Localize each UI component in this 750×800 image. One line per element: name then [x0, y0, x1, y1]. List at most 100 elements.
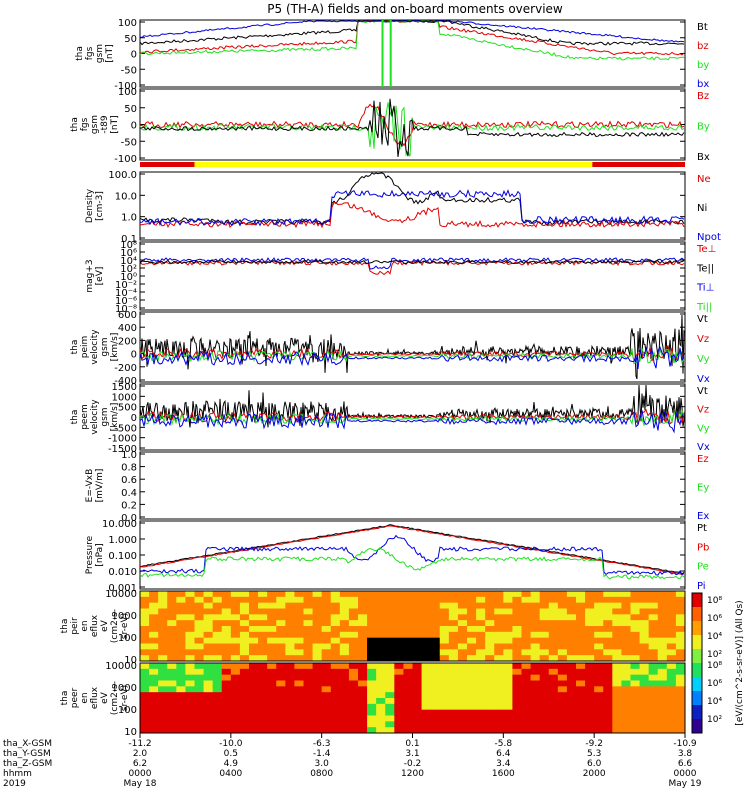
y-axis-label: fgs: [80, 117, 90, 131]
y-axis-label: peir: [70, 617, 80, 635]
heatmap-cell: [158, 614, 168, 621]
heatmap-cell: [230, 727, 241, 734]
heatmap-cell: [421, 637, 432, 644]
colorbar-band: [692, 705, 702, 720]
heatmap-cell: [439, 602, 450, 609]
x-tick-label: 0000: [674, 769, 697, 779]
heatmap-cell: [258, 643, 268, 650]
heatmap-cell: [158, 608, 168, 615]
heatmap-cell: [221, 727, 232, 734]
heatmap-cell: [448, 686, 459, 693]
heatmap-cell: [185, 698, 195, 705]
x-axis-row-label: tha_X-GSM: [3, 739, 52, 749]
heatmap-cell: [167, 631, 177, 639]
heatmap-cell: [557, 643, 568, 650]
heatmap-cell: [358, 674, 368, 681]
heatmap-cell: [485, 698, 495, 705]
heatmap-cell: [258, 649, 268, 656]
heatmap-cell: [476, 608, 486, 615]
heatmap-cell: [494, 674, 504, 681]
heatmap-cell: [367, 727, 377, 734]
heatmap-cell: [221, 703, 232, 711]
heatmap-cell: [158, 680, 168, 687]
heatmap-cell: [294, 602, 304, 609]
heatmap-cell: [258, 620, 268, 627]
y-tick-label: 10000: [105, 661, 137, 672]
heatmap-cell: [403, 698, 413, 705]
heatmap-cell: [430, 620, 441, 627]
heatmap-cell: [285, 727, 295, 734]
heatmap-cell: [376, 709, 386, 716]
heatmap-cell: [512, 698, 522, 705]
x-tick-label: May 18: [124, 779, 157, 789]
heatmap-cell: [467, 709, 477, 716]
heatmap-cell: [594, 637, 604, 644]
heatmap-cell: [421, 698, 432, 705]
heatmap-cell: [321, 663, 332, 670]
heatmap-cell: [512, 602, 522, 609]
heatmap-cell: [376, 721, 386, 728]
heatmap-cell: [394, 674, 404, 681]
heatmap-cell: [657, 686, 668, 693]
heatmap-cell: [276, 709, 286, 716]
heatmap-cell: [457, 649, 468, 656]
heatmap-cell: [457, 727, 468, 734]
heatmap-cell: [267, 686, 277, 693]
heatmap-cell: [394, 614, 404, 621]
heatmap-cell: [258, 668, 268, 676]
heatmap-cell: [149, 674, 159, 681]
heatmap-cell: [140, 591, 150, 598]
heatmap-cell: [539, 637, 550, 644]
heatmap-cell: [430, 680, 441, 687]
heatmap-cell: [675, 596, 686, 604]
heatmap-cell: [348, 649, 359, 656]
heatmap-cell: [639, 631, 650, 639]
y-tick-label: 0.6: [121, 475, 137, 486]
heatmap-cell: [149, 663, 159, 670]
heatmap-cell: [294, 715, 304, 722]
heatmap-cell: [348, 721, 359, 728]
heatmap-cell: [285, 680, 295, 687]
heatmap-cell: [539, 715, 550, 722]
heatmap-cell: [294, 721, 304, 728]
heatmap-cell: [594, 596, 604, 604]
heatmap-cell: [149, 698, 159, 705]
heatmap-cell: [276, 626, 286, 633]
heatmap-cell: [167, 727, 177, 734]
heatmap-cell: [503, 649, 513, 656]
heatmap-cell: [621, 596, 631, 604]
heatmap-cell: [503, 626, 513, 633]
y-axis-label: (cm2-s-: [110, 609, 120, 643]
heatmap-cell: [612, 715, 622, 722]
heatmap-cell: [612, 709, 622, 716]
heatmap-cell: [630, 626, 641, 633]
heatmap-cell: [539, 674, 550, 681]
heatmap-cell: [376, 602, 386, 609]
y-tick-label: 10⁻²: [115, 280, 137, 291]
heatmap-cell: [403, 709, 413, 716]
heatmap-cell: [585, 626, 595, 633]
heatmap-cell: [421, 626, 432, 633]
heatmap-cell: [394, 727, 404, 734]
heatmap-cell: [448, 649, 459, 656]
series-Ne: [139, 202, 685, 229]
y-tick-label: 1000: [112, 683, 137, 694]
heatmap-cell: [539, 608, 550, 615]
heatmap-cell: [339, 698, 350, 705]
heatmap-cell: [358, 668, 368, 676]
heatmap-cell: [176, 709, 186, 716]
heatmap-cell: [339, 631, 350, 639]
heatmap-cell: [585, 703, 595, 711]
heatmap-cell: [421, 643, 432, 650]
heatmap-cell: [594, 727, 604, 734]
heatmap-cell: [158, 686, 168, 693]
heatmap-cell: [467, 596, 477, 604]
heatmap-cell: [421, 620, 432, 627]
heatmap-cell: [594, 674, 604, 681]
heatmap-cell: [348, 608, 359, 615]
y-tick-label: 100: [118, 633, 137, 644]
heatmap-cell: [239, 631, 250, 639]
heatmap-cell: [203, 602, 214, 609]
x-tick-label: 0800: [310, 769, 333, 779]
series-Vx: [139, 410, 685, 434]
